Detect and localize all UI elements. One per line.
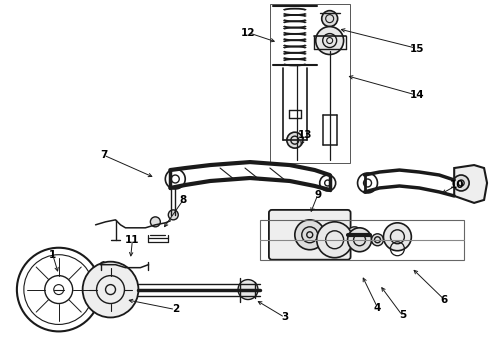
- Circle shape: [346, 227, 363, 243]
- Circle shape: [83, 262, 138, 318]
- Circle shape: [316, 27, 343, 54]
- Text: 15: 15: [410, 44, 424, 54]
- FancyBboxPatch shape: [269, 210, 350, 260]
- Text: 13: 13: [297, 130, 312, 140]
- Text: 3: 3: [281, 312, 289, 323]
- Polygon shape: [454, 165, 487, 203]
- Text: 9: 9: [314, 190, 321, 200]
- Text: 14: 14: [410, 90, 425, 100]
- Circle shape: [295, 220, 325, 250]
- Text: 7: 7: [100, 150, 107, 160]
- Circle shape: [384, 223, 412, 251]
- Circle shape: [322, 11, 338, 27]
- Text: 10: 10: [450, 180, 465, 190]
- Text: 12: 12: [241, 28, 255, 37]
- Circle shape: [317, 222, 353, 258]
- Text: 4: 4: [374, 302, 381, 312]
- Text: 1: 1: [49, 250, 56, 260]
- Circle shape: [238, 280, 258, 300]
- Bar: [260, 220, 464, 260]
- Text: 2: 2: [172, 305, 179, 315]
- Bar: [270, 4, 349, 163]
- Text: 8: 8: [180, 195, 187, 205]
- Circle shape: [287, 132, 303, 148]
- Text: 6: 6: [441, 294, 448, 305]
- Circle shape: [453, 175, 469, 191]
- Circle shape: [168, 210, 178, 220]
- Text: 11: 11: [125, 235, 140, 245]
- Circle shape: [347, 228, 371, 252]
- Circle shape: [150, 217, 160, 227]
- Circle shape: [371, 234, 384, 246]
- Text: 5: 5: [399, 310, 406, 320]
